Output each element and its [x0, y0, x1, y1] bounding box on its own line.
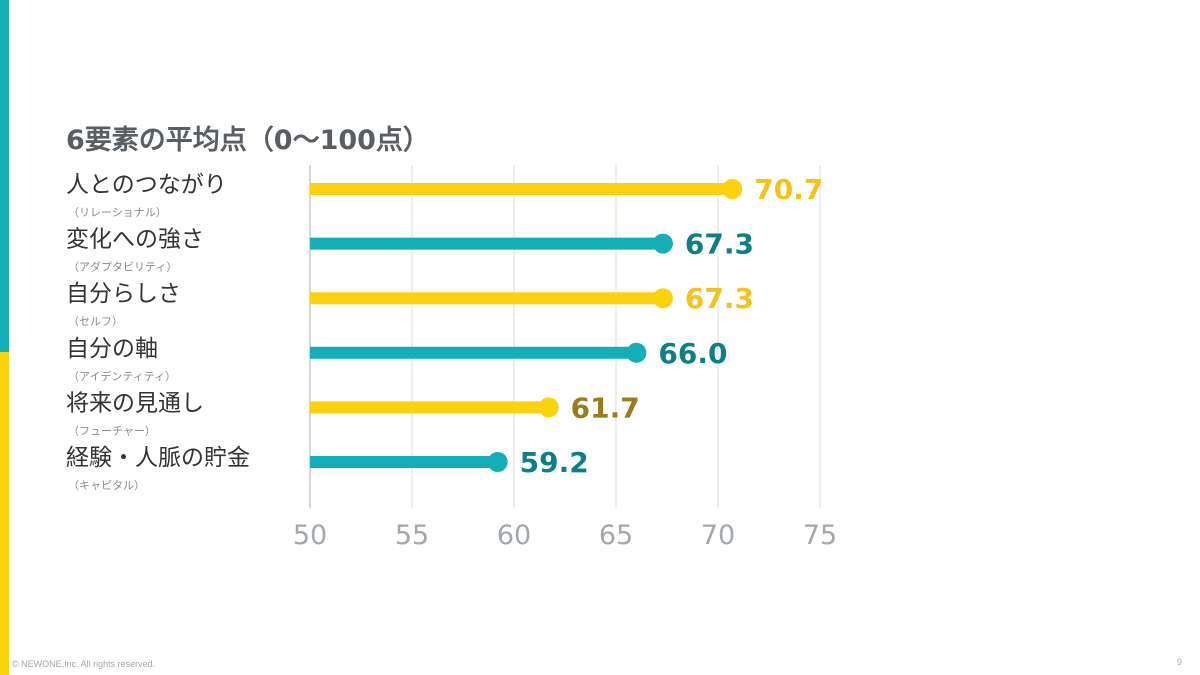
category-label: 変化への強さ: [66, 227, 204, 253]
page-number: 9: [1176, 657, 1182, 667]
category-label: 経験・人脈の貯金: [66, 445, 250, 471]
x-tick-label: 75: [803, 520, 837, 551]
x-tick-label: 70: [701, 520, 735, 551]
category-label: 自分の軸: [66, 336, 158, 362]
x-tick-label: 55: [395, 520, 429, 551]
bar-end-dot: [487, 452, 508, 472]
category-sublabel: （アダプタビリティ）: [68, 260, 177, 274]
bar-end-dot: [722, 179, 743, 199]
chart: 70.7 人とのつながり （リレーショナル） 67.3 変化への強さ （アダプタビリティ）…: [66, 165, 837, 551]
category-label: 将来の見通し: [66, 390, 204, 416]
bar-end-dot: [626, 342, 647, 363]
category-sublabel: （アイデンティティ）: [68, 369, 176, 383]
value-label: 66.0: [658, 337, 727, 370]
chart-title: 6要素の平均点（0〜100点）: [66, 125, 430, 156]
category-sublabel: （リレーショナル）: [68, 206, 167, 219]
category-label: 人とのつながり: [66, 172, 227, 198]
category-label: 自分らしさ: [66, 281, 181, 307]
copyright-text: © NEWONE,Inc. All rights reserved.: [12, 659, 156, 669]
value-label: 70.7: [754, 173, 823, 206]
value-label: 59.2: [520, 446, 589, 479]
bar-end-dot: [652, 288, 673, 309]
value-label: 67.3: [685, 282, 754, 315]
x-tick-label: 60: [497, 520, 531, 551]
x-tick-label: 65: [599, 520, 633, 551]
accent-bar-top: [0, 0, 9, 352]
value-label: 67.3: [685, 228, 754, 261]
value-label: 61.7: [571, 391, 640, 424]
bar-end-dot: [652, 233, 673, 254]
category-sublabel: （セルフ）: [68, 315, 123, 328]
accent-bar-bottom: [0, 352, 9, 675]
bar-end-dot: [538, 397, 559, 418]
x-tick-label: 50: [293, 520, 327, 551]
category-sublabel: （フューチャー）: [68, 424, 156, 437]
category-sublabel: （キャピタル）: [68, 479, 145, 492]
